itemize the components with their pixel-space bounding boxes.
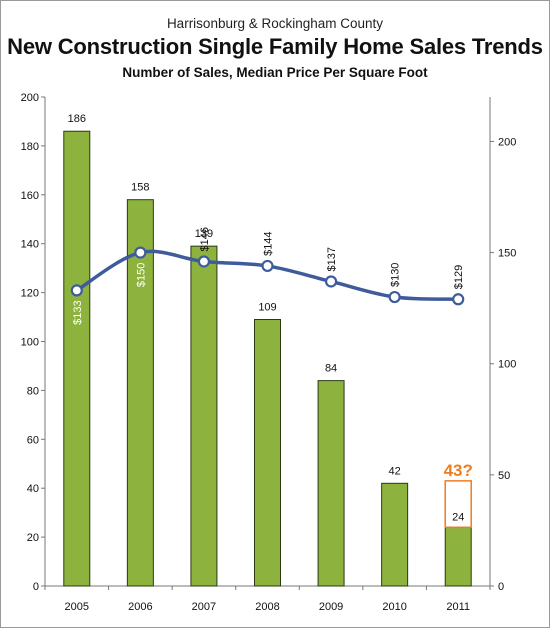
chart-subtitle: Number of Sales, Median Price Per Square…	[122, 65, 428, 80]
price-point	[197, 255, 211, 268]
price-value-label: $137	[326, 247, 338, 271]
x-tick-label: 2009	[319, 601, 343, 613]
y-left-tick-label: 140	[21, 239, 39, 251]
y-right-tick-label: 200	[498, 136, 516, 148]
annotation-box	[444, 480, 472, 529]
y-left-tick-label: 100	[21, 337, 39, 349]
price-value-label: $129	[453, 265, 465, 289]
price-point	[70, 284, 83, 297]
x-tick-label: 2006	[128, 601, 152, 613]
price-value-label: $144	[263, 231, 275, 255]
annotation-label: 43?	[444, 461, 473, 480]
bar	[126, 199, 154, 587]
price-value-label: $146	[199, 227, 211, 251]
x-tick-label: 2007	[192, 601, 216, 613]
bar	[63, 130, 91, 587]
y-left-tick-label: 180	[21, 141, 39, 153]
bar-value-label: 109	[258, 301, 276, 313]
price-value-label: $130	[390, 263, 402, 287]
price-point	[452, 293, 465, 306]
y-left-tick-label: 60	[27, 434, 39, 446]
price-point	[261, 259, 274, 273]
y-left-tick-label: 200	[21, 92, 39, 104]
x-tick-label: 2005	[65, 601, 89, 613]
bar-value-label: 84	[325, 363, 337, 375]
y-left-tick-label: 40	[27, 483, 39, 495]
y-right-tick-label: 100	[498, 359, 516, 371]
bar-value-label: 42	[389, 465, 401, 477]
chart-supertitle: Harrisonburg & Rockingham County	[166, 16, 384, 31]
bar-value-label: 24	[452, 511, 464, 523]
y-left-tick-label: 160	[21, 190, 39, 202]
y-left-tick-label: 20	[27, 532, 39, 544]
x-tick-label: 2011	[446, 601, 470, 613]
chart-title: New Construction Single Family Home Sale…	[7, 34, 543, 59]
y-left-tick-label: 0	[33, 581, 39, 593]
bar	[254, 318, 281, 587]
price-point	[134, 246, 147, 259]
x-tick-label: 2010	[382, 601, 406, 613]
price-point	[324, 275, 338, 288]
x-tick-label: 2008	[255, 601, 279, 613]
bar	[381, 482, 409, 587]
bar-value-label: 139	[195, 228, 213, 240]
bar-value-label: 158	[131, 182, 149, 194]
bar	[317, 380, 345, 587]
y-right-tick-label: 0	[498, 581, 504, 593]
price-point	[388, 290, 401, 304]
y-right-tick-label: 50	[498, 470, 510, 482]
price-value-label: $133	[72, 300, 84, 324]
bar	[190, 245, 218, 587]
y-right-tick-label: 150	[498, 248, 516, 260]
price-value-label: $150	[135, 263, 147, 287]
bar	[444, 526, 472, 587]
bar-value-label: 186	[68, 113, 86, 125]
y-left-tick-label: 80	[27, 385, 39, 397]
y-left-tick-label: 120	[21, 288, 39, 300]
